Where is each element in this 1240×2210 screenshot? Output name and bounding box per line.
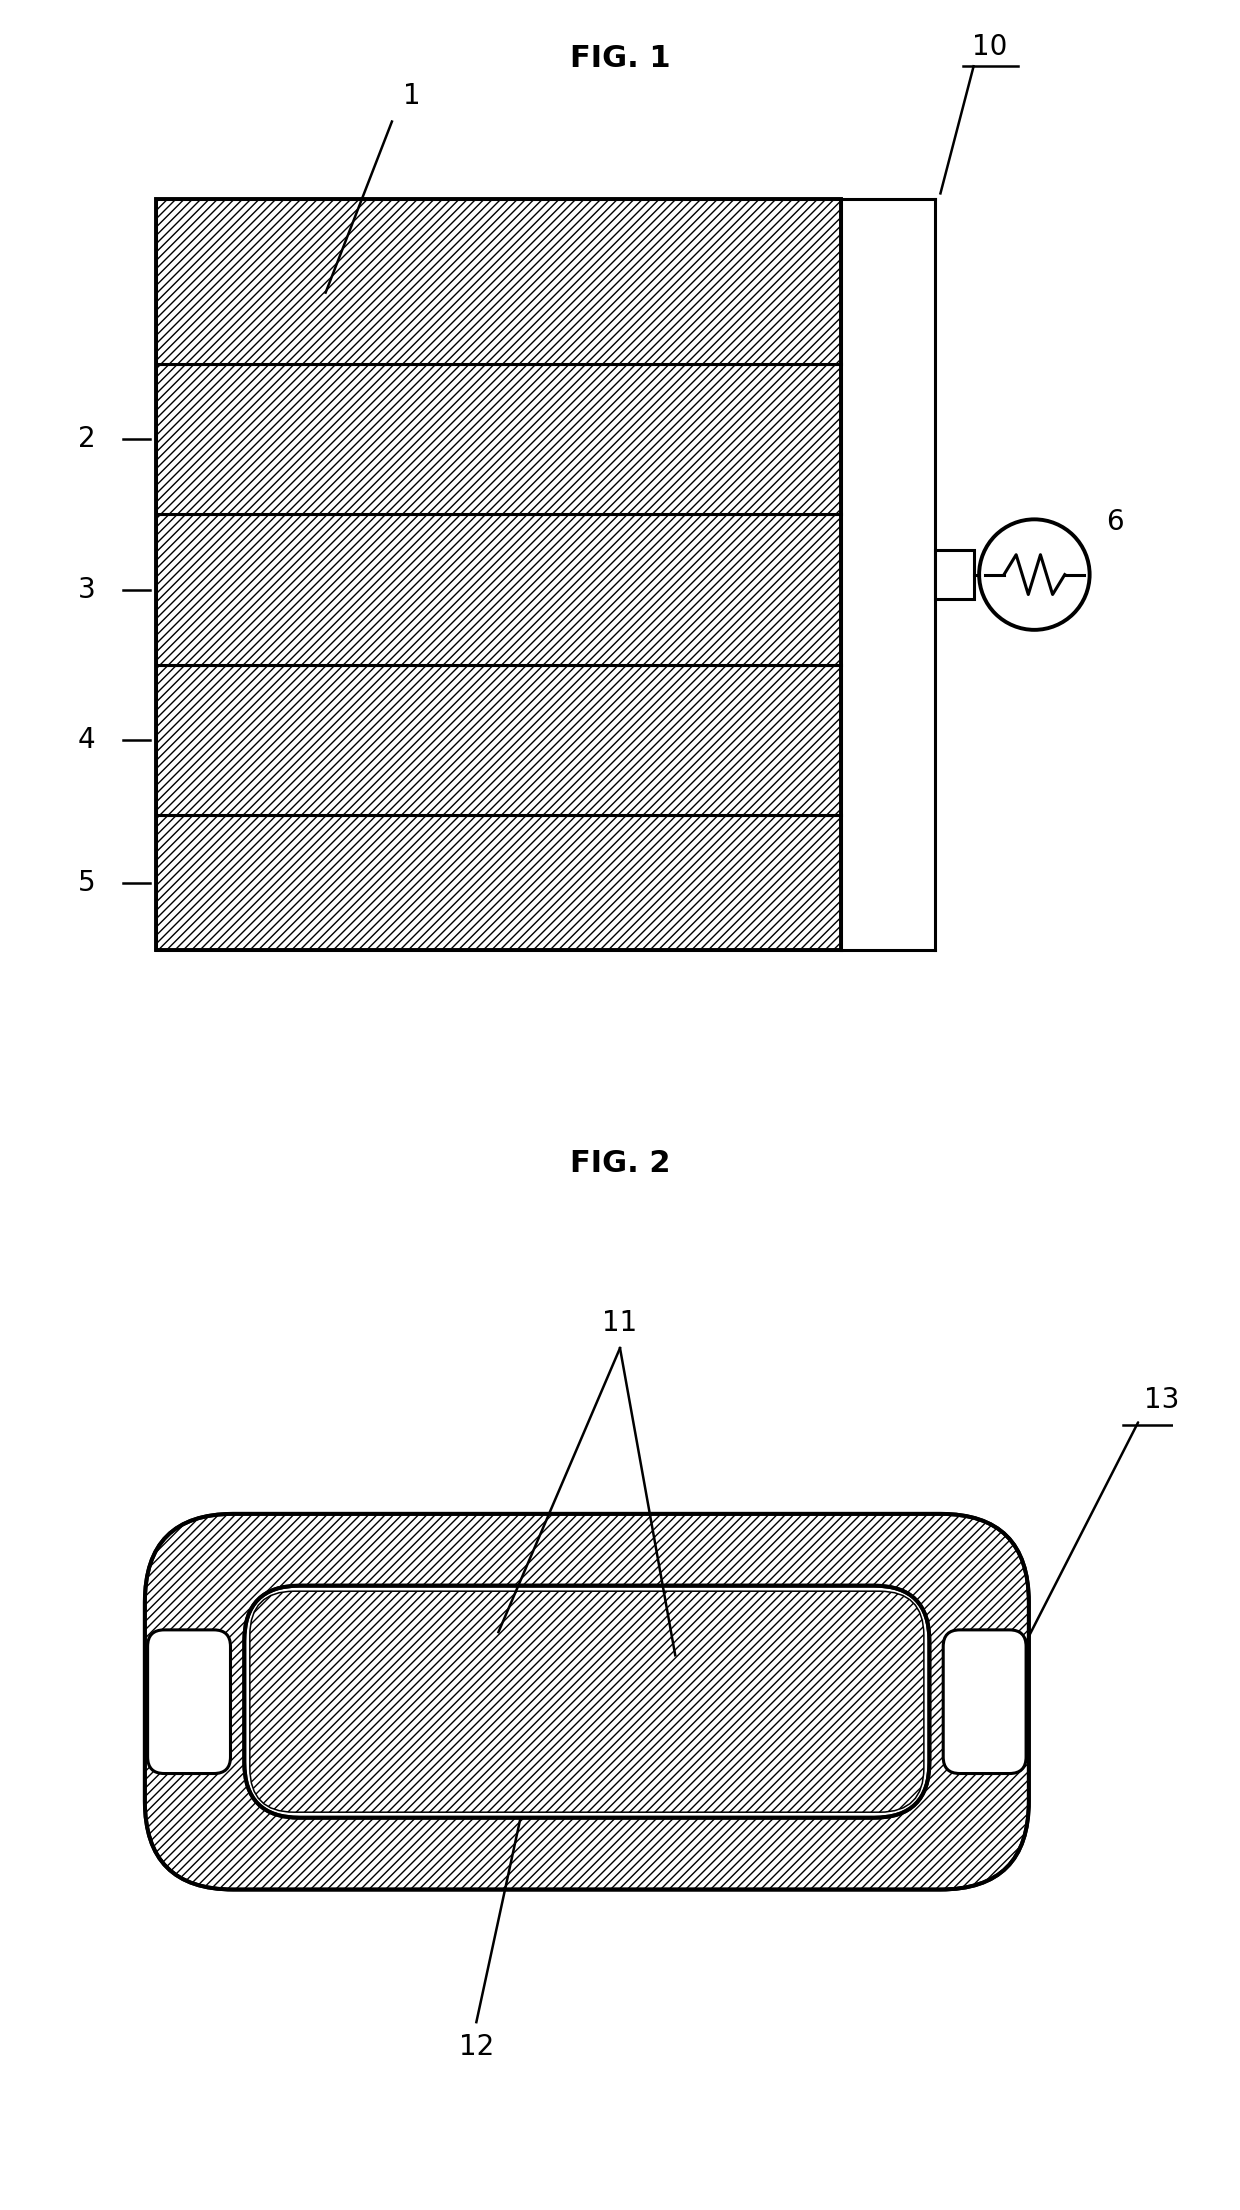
- Bar: [156, 815, 841, 950]
- FancyBboxPatch shape: [944, 1631, 1025, 1772]
- Text: 13: 13: [1143, 1386, 1179, 1414]
- Text: 5: 5: [78, 869, 95, 897]
- Text: 6: 6: [1106, 508, 1123, 535]
- FancyBboxPatch shape: [244, 1587, 930, 1817]
- Circle shape: [980, 519, 1090, 630]
- FancyBboxPatch shape: [145, 1514, 1029, 1890]
- FancyBboxPatch shape: [148, 1631, 231, 1772]
- Bar: [156, 199, 841, 365]
- Bar: [156, 199, 841, 950]
- Bar: [156, 515, 841, 665]
- Bar: [935, 550, 973, 599]
- Text: 1: 1: [403, 82, 420, 110]
- Text: FIG. 1: FIG. 1: [569, 44, 671, 73]
- Text: 11: 11: [603, 1308, 637, 1337]
- Text: 10: 10: [972, 33, 1008, 60]
- Bar: [156, 665, 841, 815]
- Text: 3: 3: [77, 575, 95, 603]
- Text: 4: 4: [78, 725, 95, 754]
- FancyBboxPatch shape: [249, 1591, 924, 1812]
- Text: FIG. 2: FIG. 2: [569, 1149, 671, 1178]
- Bar: [156, 365, 841, 515]
- Text: 2: 2: [78, 424, 95, 453]
- Text: 12: 12: [459, 2033, 494, 2062]
